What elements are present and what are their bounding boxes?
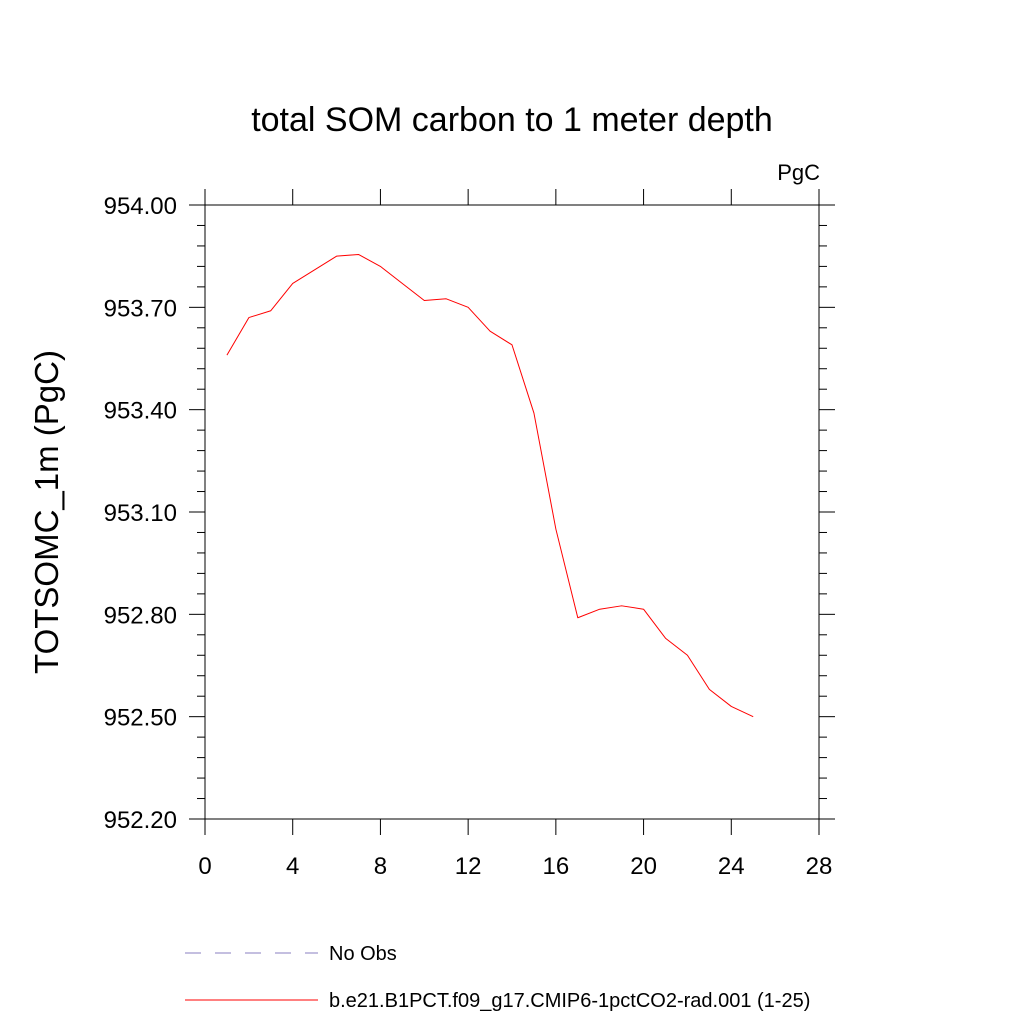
x-tick-label: 20 bbox=[630, 853, 657, 880]
x-tick-label: 24 bbox=[718, 853, 745, 880]
x-tick-label: 16 bbox=[543, 853, 570, 880]
x-tick-label: 8 bbox=[374, 853, 387, 880]
y-tick-label: 954.00 bbox=[104, 193, 177, 220]
ticks-layer: 0 4 8 12 16 20 24 28 952.20 952.50 952.80 953.10 953… bbox=[104, 189, 835, 880]
legend: No Obs b.e21.B1PCT.f09_g17.CMIP6-1pctCO2-… bbox=[185, 943, 810, 1012]
plot-frame bbox=[204, 204, 820, 820]
y-tick-label: 952.50 bbox=[104, 705, 177, 732]
series-line-0 bbox=[226, 253, 754, 718]
x-tick-label: 0 bbox=[198, 853, 211, 880]
legend-label: No Obs bbox=[329, 943, 397, 965]
legend-label: b.e21.B1PCT.f09_g17.CMIP6-1pctCO2-rad.00… bbox=[329, 990, 810, 1012]
series-layer bbox=[226, 253, 754, 718]
y-tick-label: 953.40 bbox=[104, 398, 177, 425]
y-tick-label: 952.20 bbox=[104, 807, 177, 834]
x-tick-label: 28 bbox=[806, 853, 833, 880]
y-tick-label: 952.80 bbox=[104, 602, 177, 629]
y-tick-label: 953.70 bbox=[104, 295, 177, 322]
y-axis-label: TOTSOMC_1m (PgC) bbox=[28, 350, 65, 674]
x-tick-label: 4 bbox=[286, 853, 299, 880]
units-label: PgC bbox=[777, 160, 820, 185]
y-tick-label: 953.10 bbox=[104, 500, 177, 527]
x-tick-label: 12 bbox=[455, 853, 482, 880]
chart-title: total SOM carbon to 1 meter depth bbox=[251, 101, 773, 139]
